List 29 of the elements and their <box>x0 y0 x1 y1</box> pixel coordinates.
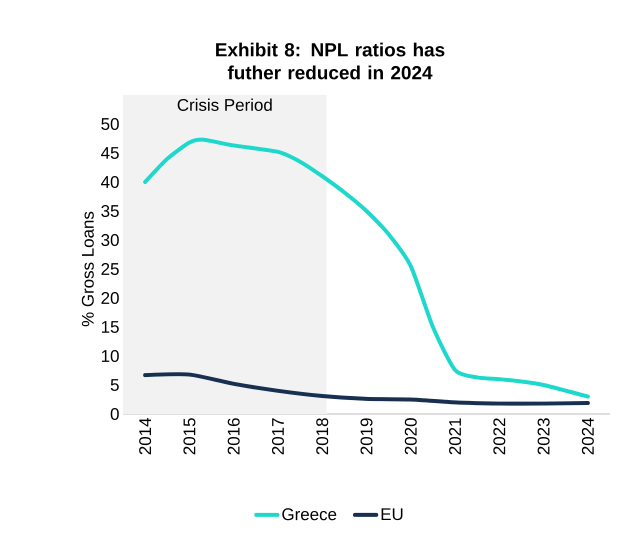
x-tick-label: 2014 <box>139 418 152 454</box>
y-tick-label: 35 <box>101 205 119 217</box>
line-series <box>143 138 590 399</box>
x-tick-label: 2018 <box>316 418 328 454</box>
x-tick-label: 2019 <box>360 418 373 454</box>
legend-label: Greece <box>282 508 336 520</box>
x-tick-label: 2024 <box>582 418 594 454</box>
y-axis-title: % Gross Loans <box>82 212 94 326</box>
x-tick-label: 2015 <box>183 418 196 454</box>
y-tick-label: 30 <box>101 234 119 246</box>
y-tick-label: 0 <box>110 408 119 420</box>
legend-label: EU <box>382 508 402 520</box>
y-tick-label: 50 <box>101 118 119 130</box>
x-tick-label: 2017 <box>272 418 284 454</box>
x-tick-label: 2020 <box>404 418 417 454</box>
y-tick-label: 40 <box>101 176 119 188</box>
y-tick-label: 5 <box>110 379 119 391</box>
y-tick-label: 15 <box>102 321 119 333</box>
x-tick-label: 2016 <box>228 418 240 454</box>
x-tick-label: 2022 <box>493 418 506 454</box>
y-tick-label: 45 <box>101 147 119 159</box>
line-series <box>143 372 590 406</box>
x-tick-label: 2021 <box>449 418 462 454</box>
chart-title: Exhibit 8: NPL ratios has futher reduced in 2024 <box>216 42 444 80</box>
y-tick-label: 20 <box>102 292 119 304</box>
band-label: Crisis Period <box>178 98 272 111</box>
x-tick-label: 2023 <box>538 418 550 454</box>
y-tick-label: 10 <box>102 350 119 362</box>
y-tick-label: 25 <box>102 263 119 275</box>
